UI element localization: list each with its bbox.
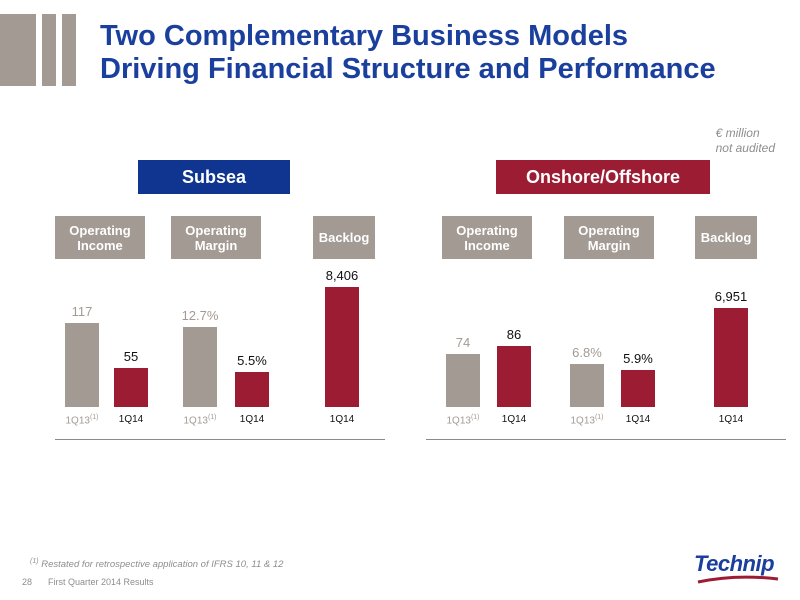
subsea-baseline	[55, 439, 385, 440]
onshore-panel2-bar-1q14-value-label: 6,951	[714, 288, 748, 304]
metric-label-line-2: Income	[464, 237, 510, 253]
unit-note-line-2: not audited	[715, 141, 775, 155]
onshore-backlog-header: Backlog	[695, 216, 757, 259]
onshore-panel0-bar-1q13-x-label: 1Q13(1)	[446, 414, 480, 427]
metric-label-line-1: Backlog	[318, 230, 370, 245]
subsea-panel1-bar-1q13-value-label: 12.7%	[181, 307, 219, 323]
decorative-bar	[62, 14, 76, 86]
metric-label-line-2: Income	[77, 237, 123, 253]
subsea-panel0-bar-1q13	[65, 323, 99, 407]
onshore-panel1-bar-1q14-x-label: 1Q14	[625, 414, 651, 425]
restated-footnote-marker: (1)	[89, 414, 99, 421]
onshore-operating-income-header: Operating Income	[442, 216, 532, 259]
onshore-baseline	[426, 439, 786, 440]
onshore-panel2-bar-1q14-x-label: 1Q14	[718, 414, 744, 425]
footnote-marker: (1)	[30, 558, 39, 565]
restated-footnote-marker: (1)	[207, 414, 217, 421]
onshore-panel1-bar-1q14	[621, 369, 655, 407]
metric-label-line-1: Operating	[69, 222, 131, 238]
subsea-panel2-bar-1q14-x-label: 1Q14	[329, 414, 355, 425]
footnote-text: Restated for retrospective application o…	[41, 559, 284, 571]
technip-logo: Technip	[694, 551, 780, 585]
metric-label-line-1: Operating	[578, 222, 640, 238]
logo-swoosh	[697, 575, 779, 584]
onshore-panel0-bar-1q13-value-label: 74	[455, 335, 471, 351]
slide-title: Two Complementary Business Models Drivin…	[100, 20, 716, 86]
metric-label-line-2: Margin	[194, 237, 238, 253]
decorative-bar	[0, 14, 36, 86]
subsea-panel0-bar-1q13-x-label: 1Q13(1)	[65, 414, 99, 427]
footer-text: First Quarter 2014 Results	[48, 577, 154, 587]
subsea-panel0-bar-1q13-value-label: 117	[71, 304, 93, 320]
onshore-panel1-bar-1q13-value-label: 6.8%	[572, 344, 602, 360]
onshore-panel1-bar-1q13-x-label: 1Q13(1)	[570, 414, 604, 427]
subsea-panel1-bar-1q13-x-label: 1Q13(1)	[183, 414, 217, 427]
subsea-panel2-bar-1q14-value-label: 8,406	[325, 268, 359, 283]
onshore-panel0-bar-1q14-value-label: 86	[506, 326, 522, 342]
slide-title-line-2: Driving Financial Structure and Performa…	[100, 53, 716, 85]
footnote: (1) Restated for retrospective applicati…	[30, 558, 283, 570]
subsea-panel1-bar-1q13	[183, 326, 217, 407]
subsea-operating-income-header: Operating Income	[55, 216, 145, 259]
decorative-bar	[42, 14, 56, 86]
metric-label-line-2: Margin	[587, 237, 631, 253]
subsea-panel0-bar-1q14-value-label: 55	[123, 348, 139, 364]
restated-footnote-marker: (1)	[470, 414, 480, 421]
onshore-panel1-bar-1q13	[570, 363, 604, 407]
onshore-panel0-bar-1q13	[446, 354, 480, 407]
logo-wordmark: Technip	[694, 551, 775, 576]
subsea-panel1-bar-1q14-value-label: 5.5%	[237, 353, 267, 369]
subsea-panel0-bar-1q14	[114, 367, 148, 407]
subsea-section-header: Subsea	[138, 160, 290, 194]
subsea-panel2-bar-1q14	[325, 287, 359, 407]
subsea-panel1-bar-1q14	[235, 372, 269, 407]
metric-label-line-1: Operating	[185, 222, 247, 238]
onshore-panel2-bar-1q14	[714, 307, 748, 407]
metric-label-line-1: Operating	[456, 222, 518, 238]
unit-note: € million not audited	[716, 126, 775, 156]
subsea-panel1-bar-1q14-x-label: 1Q14	[239, 414, 265, 425]
onshore-offshore-section-header: Onshore/Offshore	[496, 160, 710, 194]
onshore-panel0-bar-1q14-x-label: 1Q14	[501, 414, 527, 425]
onshore-panel1-bar-1q14-value-label: 5.9%	[623, 350, 653, 366]
subsea-operating-margin-header: Operating Margin	[171, 216, 261, 259]
slide-title-line-1: Two Complementary Business Models	[100, 20, 629, 52]
metric-label-line-1: Backlog	[700, 230, 752, 245]
onshore-panel0-bar-1q14	[497, 345, 531, 407]
subsea-backlog-header: Backlog	[313, 216, 375, 259]
restated-footnote-marker: (1)	[594, 414, 604, 421]
page-number: 28	[22, 577, 33, 587]
onshore-operating-margin-header: Operating Margin	[564, 216, 654, 259]
subsea-panel0-bar-1q14-x-label: 1Q14	[118, 414, 144, 425]
unit-note-line-1: € million	[715, 126, 760, 140]
